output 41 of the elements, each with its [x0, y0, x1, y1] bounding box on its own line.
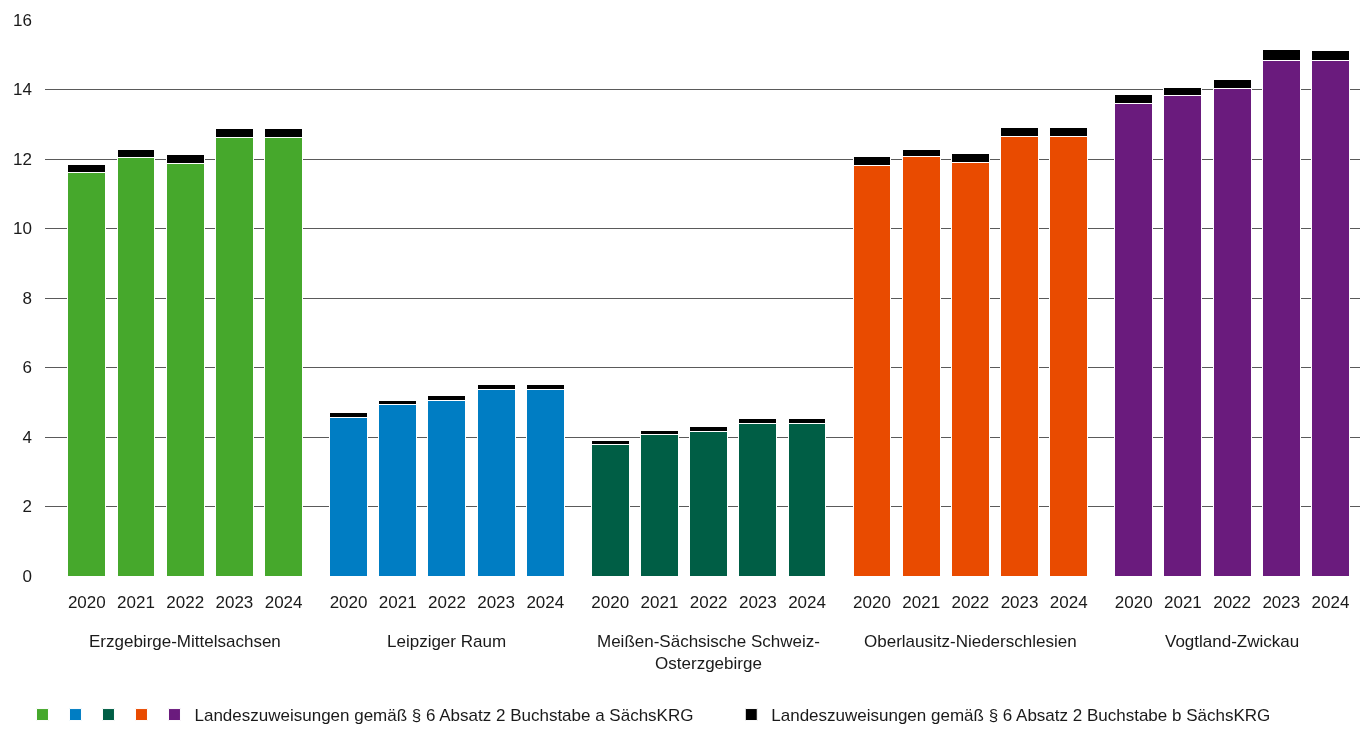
y-tick-label: 16	[13, 10, 32, 30]
text: Leipziger Raum	[387, 632, 507, 651]
x-tick-label: 2022	[951, 593, 990, 612]
x-tick-label: 2023	[1000, 593, 1039, 612]
text: Erzgebirge-Mittelsachsen	[89, 632, 281, 651]
y-tick-label: 10	[13, 219, 32, 239]
y-tick-label: 2	[22, 497, 32, 517]
x-tick-label: 2024	[264, 593, 303, 612]
y-tick-label: 4	[22, 427, 32, 447]
x-tick-label: 2020	[853, 593, 891, 612]
x-tick-label: 2020	[591, 593, 630, 612]
x-tick-label: 2022	[689, 593, 728, 612]
x-tick-label: 2024	[1311, 593, 1350, 612]
x-tick-label: 2021	[378, 593, 417, 612]
x-tick-label: 2023	[1262, 593, 1301, 612]
text: Oberlausitz-Niederschlesien	[864, 632, 1077, 651]
x-tick-label: 2021	[117, 593, 155, 612]
x-tick-label: 2020	[1114, 593, 1153, 612]
y-tick-label: 6	[22, 358, 32, 378]
x-tick-label: 2020	[329, 593, 368, 612]
y-tick-label: 8	[22, 288, 32, 308]
x-tick-label: 2021	[640, 593, 679, 612]
x-tick-label: 2020	[67, 593, 106, 612]
x-tick-label: 2022	[1213, 593, 1251, 612]
y-tick-label: 0	[22, 566, 32, 586]
y-tick-label: 12	[13, 149, 32, 169]
x-tick-label: 2024	[788, 593, 826, 612]
x-tick-label: 2022	[428, 593, 466, 612]
x-tick-label: 2024	[1049, 593, 1088, 612]
x-tick-label: 2023	[215, 593, 254, 612]
x-tick-label: 2023	[477, 593, 516, 612]
x-tick-label: 2024	[526, 593, 565, 612]
text: Meißen-Sächsische Schweiz-Osterzgebirge	[597, 632, 820, 674]
legend-label: Landeszuweisungen gemäß § 6 Absatz 2 Buchstabe b SächsKRG	[771, 706, 1271, 726]
x-tick-label: 2021	[1163, 593, 1202, 612]
x-tick-label: 2021	[902, 593, 941, 612]
x-tick-label: 2023	[738, 593, 777, 612]
x-tick-label: 2022	[166, 593, 205, 612]
text: Vogtland-Zwickau	[1165, 632, 1300, 651]
y-tick-label: 14	[13, 80, 32, 100]
legend-label: Landeszuweisungen gemäß § 6 Absatz 2 Buchstabe a SächsKRG	[194, 706, 694, 726]
